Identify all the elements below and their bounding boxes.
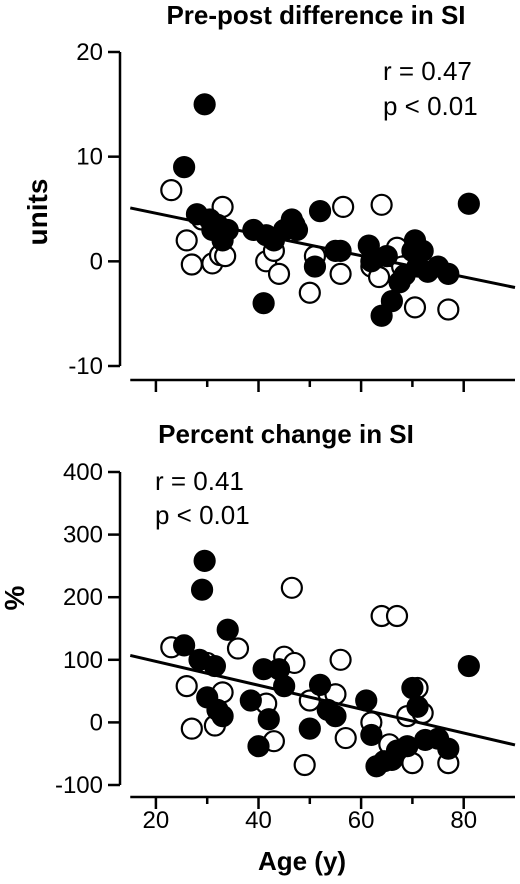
y-axis-label: units <box>22 179 53 246</box>
filled-data-point <box>411 239 434 262</box>
correlation-r: r = 0.41 <box>155 466 244 496</box>
y-tick-label: 0 <box>90 248 103 275</box>
y-tick-label: 0 <box>90 709 103 736</box>
data-points <box>129 93 516 327</box>
filled-data-point <box>173 634 196 657</box>
open-data-point <box>329 262 352 285</box>
filled-data-point <box>211 705 234 728</box>
filled-data-point <box>360 723 383 747</box>
panel-percent-change: Percent change in SI % r = 0.41 p < 0.01… <box>0 419 516 876</box>
x-tick-label: 80 <box>450 807 477 834</box>
tick-labels: 400 300 200 100 0 -100 20 40 60 80 <box>55 459 477 834</box>
open-data-point <box>280 576 303 599</box>
y-tick-label: 100 <box>63 647 103 674</box>
y-tick-label: -100 <box>55 772 103 799</box>
filled-data-point <box>303 255 327 278</box>
data-points <box>129 549 516 778</box>
y-tick-label: 200 <box>63 584 103 611</box>
open-data-point <box>180 717 203 740</box>
filled-data-point <box>308 199 332 223</box>
open-data-point <box>226 637 250 660</box>
correlation-r: r = 0.47 <box>383 56 472 86</box>
filled-data-point <box>239 689 262 712</box>
filled-data-point <box>437 737 460 760</box>
x-tick-label: 40 <box>245 807 272 834</box>
x-tick-label: 20 <box>143 807 170 834</box>
open-data-point <box>334 726 357 750</box>
filled-data-point <box>457 192 480 215</box>
filled-data-point <box>193 93 216 116</box>
open-data-point <box>160 179 183 202</box>
axes <box>108 50 515 392</box>
filled-data-point <box>193 549 216 572</box>
open-data-point <box>332 195 355 219</box>
open-data-point <box>329 648 352 671</box>
correlation-p: p < 0.01 <box>155 500 250 530</box>
open-data-point <box>298 281 321 304</box>
filled-data-point <box>298 717 321 740</box>
filled-data-point <box>380 290 403 313</box>
filled-data-point <box>308 673 332 696</box>
filled-data-point <box>216 618 239 641</box>
filled-data-point <box>324 705 347 728</box>
chart-title: Percent change in SI <box>158 419 414 449</box>
chart-title: Pre-post difference in SI <box>166 0 465 30</box>
open-data-point <box>370 193 393 216</box>
filled-data-point <box>190 578 214 601</box>
filled-data-point <box>257 708 280 731</box>
y-tick-label: 10 <box>76 144 103 171</box>
y-tick-label: -10 <box>68 353 103 380</box>
open-data-point <box>267 262 291 285</box>
regression-line <box>129 653 516 747</box>
x-axis-label: Age (y) <box>258 846 346 876</box>
panel-prepost-difference: Pre-post difference in SI units r = 0.47… <box>22 0 516 392</box>
filled-data-point <box>401 676 424 700</box>
filled-data-point <box>173 156 196 179</box>
open-data-point <box>180 253 203 276</box>
open-data-point <box>385 604 409 628</box>
open-data-point <box>403 296 427 319</box>
x-tick-label: 60 <box>348 807 375 834</box>
y-tick-label: 400 <box>63 459 103 486</box>
filled-data-point <box>252 292 275 315</box>
open-data-point <box>175 674 198 698</box>
open-data-point <box>293 753 316 777</box>
filled-data-point <box>247 735 270 758</box>
open-data-point <box>437 298 460 321</box>
y-tick-label: 20 <box>76 39 103 66</box>
open-data-point <box>175 229 198 252</box>
filled-data-point <box>285 218 309 242</box>
axes <box>108 470 515 809</box>
filled-data-point <box>457 654 480 678</box>
filled-data-point <box>406 695 429 718</box>
y-tick-label: 300 <box>63 522 103 549</box>
correlation-p: p < 0.01 <box>383 91 478 121</box>
regression-line <box>129 206 516 289</box>
tick-labels: 20 10 0 -10 <box>68 39 103 380</box>
y-axis-label: % <box>0 585 30 610</box>
